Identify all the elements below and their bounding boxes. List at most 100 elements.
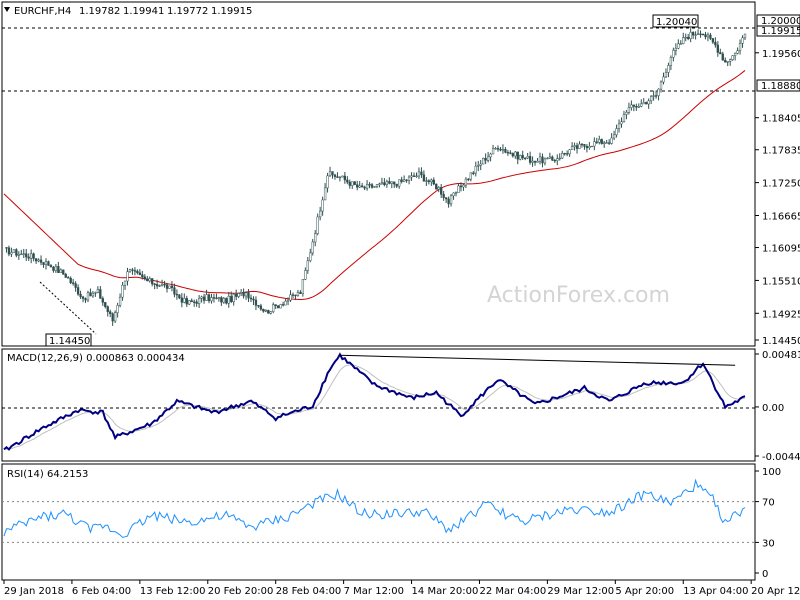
candle-body [89, 292, 92, 297]
candle-body [514, 151, 517, 157]
time-tick-label: 22 Mar 04:00 [479, 586, 546, 597]
macd-tick-label: 0.00 [762, 403, 784, 414]
price-tick-label: 1.16665 [762, 212, 800, 223]
candle-body [193, 301, 196, 303]
candle-body [146, 278, 149, 282]
candle-body [361, 185, 364, 188]
candle-body [249, 297, 253, 300]
time-tick-label: 20 Feb 20:00 [208, 586, 274, 597]
time-axis[interactable]: 29 Jan 2018 6 Feb 04:00 13 Feb 12:00 20 Feb… [3, 580, 800, 597]
candle-body [272, 304, 275, 312]
candle-body [526, 156, 529, 159]
candle-body [49, 265, 53, 268]
rsi-title: RSI(14) 64.2153 [7, 469, 88, 480]
candle-body [457, 185, 460, 193]
candle-body [20, 253, 23, 256]
candle-body [269, 311, 272, 314]
candle-body [612, 134, 616, 139]
price-tick-label: 1.17835 [762, 146, 800, 157]
candle-body [588, 146, 591, 149]
time-tick-label: 7 Mar 12:00 [344, 586, 404, 597]
candle-body [259, 305, 263, 310]
candle-body [731, 55, 734, 60]
macd-tick-label: -0.004468 [762, 452, 800, 463]
candle-body [652, 95, 655, 97]
candle-body [556, 158, 559, 161]
candle-body [388, 181, 391, 184]
candle-body [79, 293, 82, 298]
candle-body [328, 171, 332, 177]
chart-menu-triangle-icon[interactable] [4, 7, 10, 12]
rsi-axis[interactable]: 100 70 30 0 [755, 467, 781, 580]
candle-body [437, 187, 440, 190]
candle-body [64, 274, 67, 278]
candle-body [420, 171, 423, 176]
candle-body [706, 34, 710, 38]
candle-body [504, 149, 507, 153]
candle-body [277, 305, 280, 309]
candle-body [743, 33, 747, 39]
candle-body [346, 179, 349, 183]
candle-body [363, 186, 366, 189]
candle-body [44, 261, 48, 265]
candle-body [489, 153, 492, 158]
candle-body [319, 210, 322, 218]
candle-body [677, 43, 680, 49]
price-axis[interactable]: 1.19560 1.18405 1.17835 1.17250 1.16665 1.160… [755, 49, 800, 347]
candle-body [141, 274, 144, 278]
candle-body [10, 252, 13, 255]
candle-body [491, 148, 495, 155]
low-annotation-pointer [39, 281, 97, 335]
candle-body [106, 306, 109, 312]
rsi-pane[interactable] [1, 463, 756, 581]
candle-body [380, 182, 384, 185]
macd-axis[interactable]: 0.004819 0.00 -0.004468 [755, 350, 800, 463]
candle-body [548, 156, 552, 159]
candle-body [314, 233, 317, 243]
candle-body [425, 180, 428, 182]
candle-body [736, 50, 739, 54]
candle-body [42, 262, 45, 265]
candle-body [605, 142, 608, 144]
candle-body [316, 216, 319, 234]
candle-body [575, 145, 579, 149]
candle-body [252, 298, 255, 301]
candle-body [444, 197, 448, 200]
candle-body [452, 192, 455, 197]
candle-body [622, 114, 626, 122]
price-tick-label: 1.15510 [762, 276, 800, 287]
candle-body [109, 311, 112, 314]
candle-body [222, 298, 225, 303]
candle-body [729, 59, 732, 62]
candle-body [583, 144, 586, 147]
candle-body [543, 158, 547, 164]
candle-body [151, 278, 154, 285]
candle-body [667, 65, 670, 73]
candle-body [442, 194, 445, 198]
price-pane[interactable] [1, 1, 756, 347]
candle-body [126, 271, 129, 282]
candle-body [116, 305, 119, 313]
price-tick-label: 1.19560 [762, 49, 800, 60]
candle-body [714, 41, 717, 46]
candle-body [620, 121, 623, 125]
candle-body [321, 199, 324, 212]
annotation-low-label: 1.14450 [49, 336, 90, 347]
candle-body [721, 53, 724, 61]
candle-body [299, 292, 302, 294]
candle-body [294, 294, 297, 297]
annotation-low: 1.14450 [45, 333, 92, 347]
macd-pane[interactable] [1, 348, 756, 462]
header-high: 1.19941 [123, 6, 164, 17]
candle-body [91, 292, 95, 297]
candle-body [405, 179, 408, 181]
candle-body [197, 298, 201, 304]
rsi-tick-label: 100 [762, 467, 781, 478]
candle-body [654, 95, 658, 97]
candle-body [625, 112, 628, 115]
candle-body [393, 181, 396, 185]
candle-body [72, 282, 75, 284]
candle-body [477, 165, 480, 167]
candle-body [595, 141, 598, 143]
candle-body [395, 183, 398, 187]
